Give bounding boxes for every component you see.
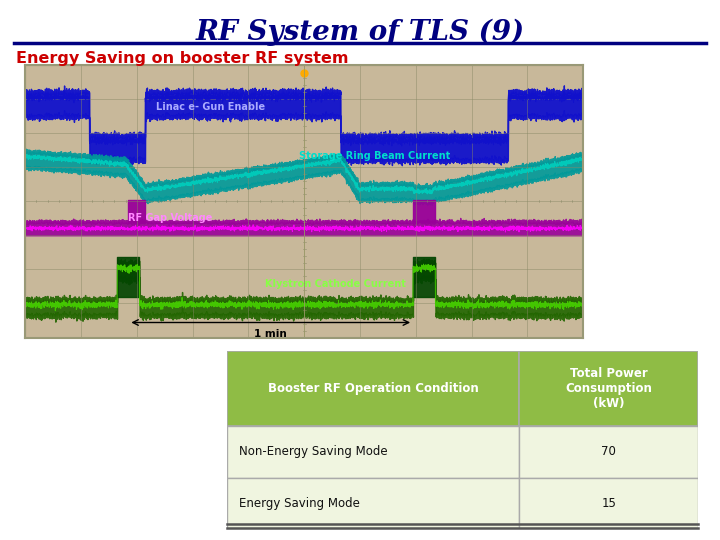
Text: Total Power
Consumption
(kW): Total Power Consumption (kW) [565,367,652,410]
Bar [519,426,698,477]
Text: Energy Saving on booster RF system: Energy Saving on booster RF system [16,51,348,66]
Bar [227,351,519,426]
Bar [227,477,519,529]
Text: Non-Energy Saving Mode: Non-Energy Saving Mode [238,445,387,458]
Text: 70: 70 [601,445,616,458]
Text: Linac e- Gun Enable: Linac e- Gun Enable [156,102,266,112]
Text: Energy Saving Mode: Energy Saving Mode [238,497,359,510]
Text: Klystron Cathode Current: Klystron Cathode Current [265,279,406,289]
Bar [519,351,698,426]
Text: Booster RF Operation Condition: Booster RF Operation Condition [268,382,478,395]
Bar [519,477,698,529]
Text: 1 min: 1 min [254,329,287,339]
Text: 15: 15 [601,497,616,510]
Text: RF System of TLS (9): RF System of TLS (9) [195,19,525,46]
Bar [227,426,519,477]
Text: Storage Ring Beam Current: Storage Ring Beam Current [299,151,450,161]
Text: RF Gap Voltage: RF Gap Voltage [128,213,213,222]
